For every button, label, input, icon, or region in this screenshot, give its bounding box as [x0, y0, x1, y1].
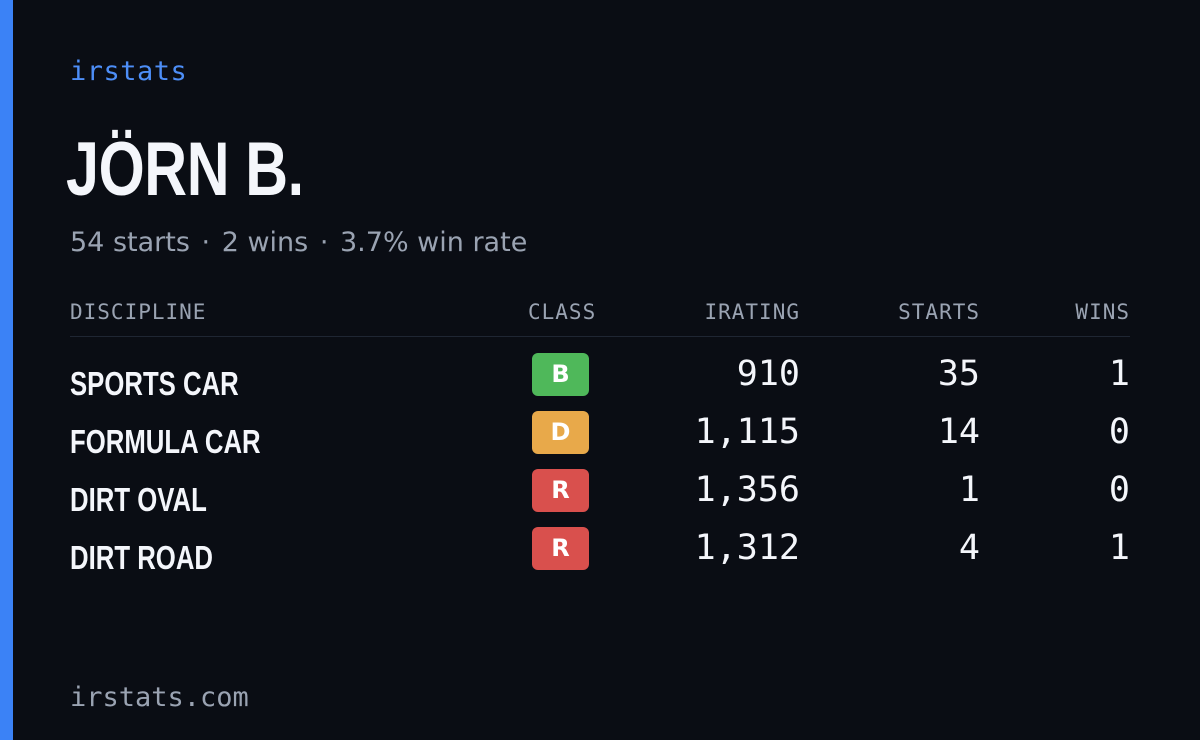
player-name: JÖRN B.: [66, 127, 304, 212]
irating-value: 1,312: [694, 528, 800, 568]
table-row: DIRT ROAD R 1,312 4 1: [70, 527, 1130, 585]
column-header-irating: IRATING: [704, 300, 800, 324]
class-badge: B: [532, 353, 589, 396]
table-row: SPORTS CAR B 910 35 1: [70, 353, 1130, 411]
table-row: FORMULA CAR D 1,115 14 0: [70, 411, 1130, 469]
discipline-name: FORMULA CAR: [70, 423, 261, 460]
wins-value: 1: [1108, 528, 1130, 568]
starts-value: 1: [958, 470, 980, 510]
irating-value: 910: [736, 354, 800, 394]
class-badge: R: [532, 527, 589, 570]
starts-value: 4: [958, 528, 980, 568]
discipline-name: DIRT ROAD: [70, 539, 213, 576]
wins-value: 1: [1108, 354, 1130, 394]
starts-value: 14: [937, 412, 980, 452]
irating-value: 1,115: [694, 412, 800, 452]
summary-win-rate: 3.7% win rate: [340, 227, 528, 258]
column-header-wins: WINS: [1075, 300, 1130, 324]
class-badge: R: [532, 469, 589, 512]
discipline-name: SPORTS CAR: [70, 365, 239, 402]
accent-bar: [0, 0, 13, 740]
player-summary: 54 starts · 2 wins · 3.7% win rate: [70, 227, 527, 258]
column-header-starts: STARTS: [898, 300, 980, 324]
summary-separator: ·: [319, 227, 329, 258]
wins-value: 0: [1108, 470, 1130, 510]
class-badge: D: [532, 411, 589, 454]
footer-domain: irstats.com: [70, 682, 249, 713]
summary-starts: 54 starts: [70, 227, 190, 258]
wins-value: 0: [1108, 412, 1130, 452]
summary-wins: 2 wins: [221, 227, 309, 258]
table-row: DIRT OVAL R 1,356 1 0: [70, 469, 1130, 527]
discipline-name: DIRT OVAL: [70, 481, 207, 518]
discipline-table: DISCIPLINE CLASS IRATING STARTS WINS SPO…: [70, 298, 1130, 585]
summary-separator: ·: [201, 227, 211, 258]
table-header: DISCIPLINE CLASS IRATING STARTS WINS: [70, 298, 1130, 337]
column-header-class: CLASS: [528, 300, 597, 324]
brand-logo: irstats: [70, 56, 188, 87]
table-body: SPORTS CAR B 910 35 1 FORMULA CAR D 1,11…: [70, 337, 1130, 585]
column-header-discipline: DISCIPLINE: [70, 300, 207, 324]
irating-value: 1,356: [694, 470, 800, 510]
starts-value: 35: [937, 354, 980, 394]
